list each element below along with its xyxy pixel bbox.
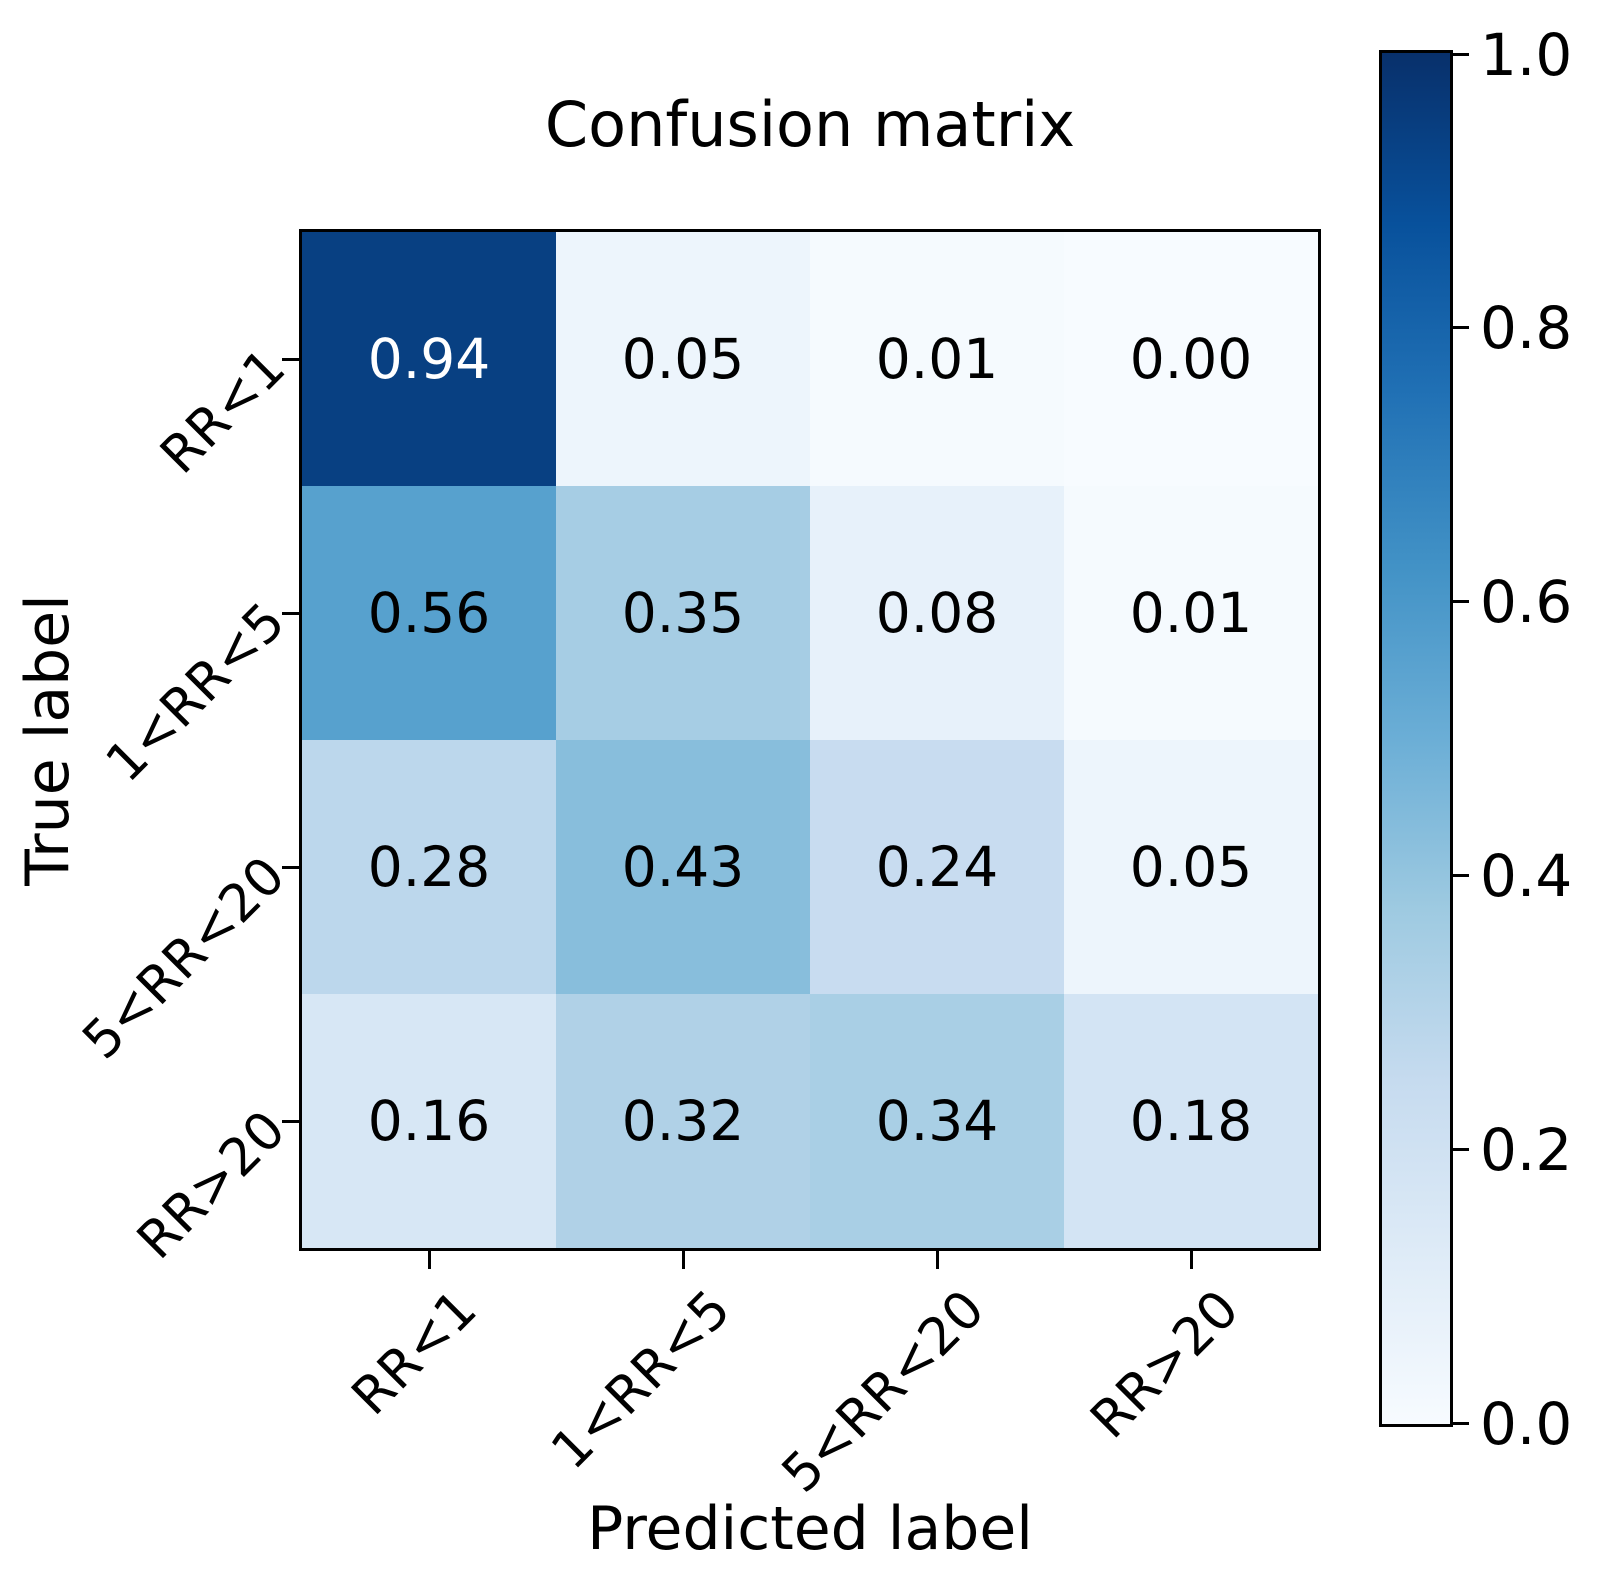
- colorbar: [1379, 50, 1453, 1427]
- heatmap-cell-2-3: 0.05: [1064, 740, 1318, 994]
- colorbar-tick-mark: [1453, 53, 1469, 56]
- colorbar-tick-mark: [1453, 326, 1469, 329]
- heatmap-cell-1-3: 0.01: [1064, 486, 1318, 740]
- x-tick-mark: [682, 1251, 685, 1269]
- heatmap-cell-1-0: 0.56: [302, 486, 556, 740]
- colorbar-tick-mark: [1453, 1148, 1469, 1151]
- y-tick-mark: [282, 866, 299, 869]
- heatmap-grid: 0.94 0.05 0.01 0.00 0.56 0.35 0.08 0.01 …: [299, 229, 1321, 1251]
- heatmap-cell-3-0: 0.16: [302, 994, 556, 1248]
- colorbar-tick-mark: [1453, 1422, 1469, 1425]
- colorbar-tick-label: 0.0: [1480, 1390, 1573, 1458]
- heatmap-cell-2-1: 0.43: [556, 740, 810, 994]
- heatmap-cell-3-1: 0.32: [556, 994, 810, 1248]
- x-tick-mark: [936, 1251, 939, 1269]
- heatmap-cell-0-0: 0.94: [302, 232, 556, 486]
- colorbar-tick-label: 0.8: [1480, 294, 1573, 362]
- x-tick-mark: [1190, 1251, 1193, 1269]
- colorbar-tick-mark: [1453, 600, 1469, 603]
- colorbar-tick-label: 1.0: [1480, 21, 1573, 89]
- y-tick-mark: [282, 612, 299, 615]
- heatmap-cell-3-2: 0.34: [810, 994, 1064, 1248]
- y-tick-mark: [282, 358, 299, 361]
- heatmap-cell-3-3: 0.18: [1064, 994, 1318, 1248]
- heatmap-cell-0-2: 0.01: [810, 232, 1064, 486]
- heatmap-cell-0-1: 0.05: [556, 232, 810, 486]
- y-tick-mark: [282, 1120, 299, 1123]
- x-tick-mark: [428, 1251, 431, 1269]
- x-axis-title: Predicted label: [587, 1494, 1033, 1564]
- heatmap-cell-0-3: 0.00: [1064, 232, 1318, 486]
- chart-title: Confusion matrix: [544, 88, 1076, 161]
- heatmap-cell-1-1: 0.35: [556, 486, 810, 740]
- heatmap-cell-1-2: 0.08: [810, 486, 1064, 740]
- colorbar-tick-label: 0.4: [1480, 842, 1573, 910]
- colorbar-tick-mark: [1453, 874, 1469, 877]
- heatmap-cell-2-0: 0.28: [302, 740, 556, 994]
- colorbar-tick-label: 0.2: [1480, 1116, 1573, 1184]
- colorbar-tick-label: 0.6: [1480, 568, 1573, 636]
- heatmap-cell-2-2: 0.24: [810, 740, 1064, 994]
